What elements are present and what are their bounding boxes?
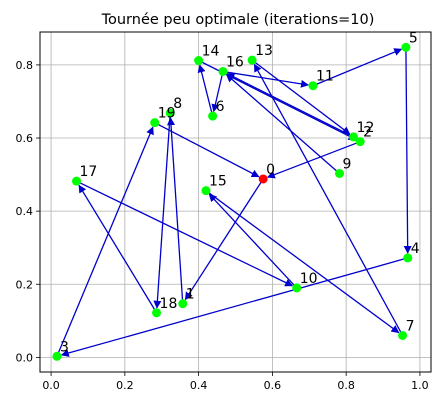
node-label: 16 — [226, 54, 244, 70]
x-tick-label: 1.0 — [411, 379, 429, 392]
route-edges — [56, 47, 412, 357]
node-label: 5 — [409, 30, 418, 46]
route-edge — [208, 193, 298, 289]
route-edge — [253, 63, 404, 336]
node-label: 6 — [216, 99, 225, 115]
grid — [40, 32, 431, 372]
city-node — [398, 330, 408, 340]
y-tick-label: 0.6 — [16, 132, 34, 145]
route-edge — [312, 48, 403, 87]
city-node — [165, 108, 175, 118]
x-tick-label: 0.2 — [116, 379, 134, 392]
node-label: 8 — [173, 96, 182, 112]
node-label: 9 — [343, 156, 352, 172]
node-label: 7 — [406, 318, 415, 334]
y-tick-label: 0.8 — [16, 59, 34, 72]
node-label: 2 — [363, 125, 372, 141]
city-node — [292, 283, 302, 293]
node-label: 18 — [160, 296, 178, 312]
city-node — [355, 137, 365, 147]
city-node — [178, 299, 188, 309]
route-edge — [167, 117, 184, 304]
route-edge — [197, 64, 214, 117]
city-node — [201, 186, 211, 196]
node-label: 11 — [316, 69, 334, 85]
route-edge — [153, 113, 171, 309]
route-edge — [78, 184, 158, 314]
y-tick-label: 0.0 — [16, 351, 34, 364]
route-edge — [211, 71, 224, 113]
route-edge — [76, 180, 294, 287]
route-edge — [225, 74, 340, 174]
chart-title: Tournée peu optimale (iterations=10) — [101, 12, 375, 28]
city-node — [72, 176, 82, 186]
node-label: 4 — [411, 241, 420, 257]
route-edge — [403, 47, 412, 254]
route-edge — [56, 126, 154, 357]
route-edge — [266, 141, 361, 179]
city-node — [401, 42, 411, 52]
start-node — [258, 174, 268, 184]
city-node — [403, 253, 413, 263]
x-tick-label: 0.8 — [337, 379, 355, 392]
city-node — [349, 132, 359, 142]
city-node — [208, 111, 218, 121]
node-label: 1 — [186, 287, 195, 303]
route-edge — [154, 122, 260, 178]
city-node — [218, 66, 228, 76]
node-label: 15 — [209, 174, 227, 190]
city-node — [150, 118, 160, 128]
route-edge — [205, 190, 400, 334]
city-node — [308, 81, 318, 91]
city-node — [194, 56, 204, 66]
route-edge — [184, 178, 264, 301]
route-edge — [222, 70, 310, 88]
x-tick-label: 0.4 — [190, 379, 208, 392]
city-node — [335, 168, 345, 178]
y-tick-label: 0.4 — [16, 205, 34, 218]
node-label: 13 — [255, 43, 273, 59]
node-label: 0 — [266, 162, 275, 178]
route-edge — [251, 59, 351, 135]
city-node — [52, 351, 62, 361]
route-nodes — [52, 42, 413, 361]
node-label: 17 — [80, 164, 98, 180]
city-node — [247, 55, 257, 65]
node-label: 12 — [357, 120, 375, 136]
city-node — [152, 308, 162, 318]
route-edge — [60, 257, 408, 357]
x-tick-label: 0.0 — [42, 379, 60, 392]
plot-frame — [39, 31, 432, 373]
node-label: 14 — [202, 44, 220, 60]
node-label: 19 — [158, 106, 176, 122]
node-label: 3 — [60, 339, 69, 355]
y-tick-label: 0.2 — [16, 278, 34, 291]
route-edge — [226, 73, 354, 138]
axis-ticks: 0.0 0.2 0.4 0.6 0.8 1.0 0.0 0.2 0.4 0.6 0.8 — [16, 59, 429, 392]
node-label: 10 — [300, 271, 318, 287]
x-tick-label: 0.6 — [264, 379, 282, 392]
